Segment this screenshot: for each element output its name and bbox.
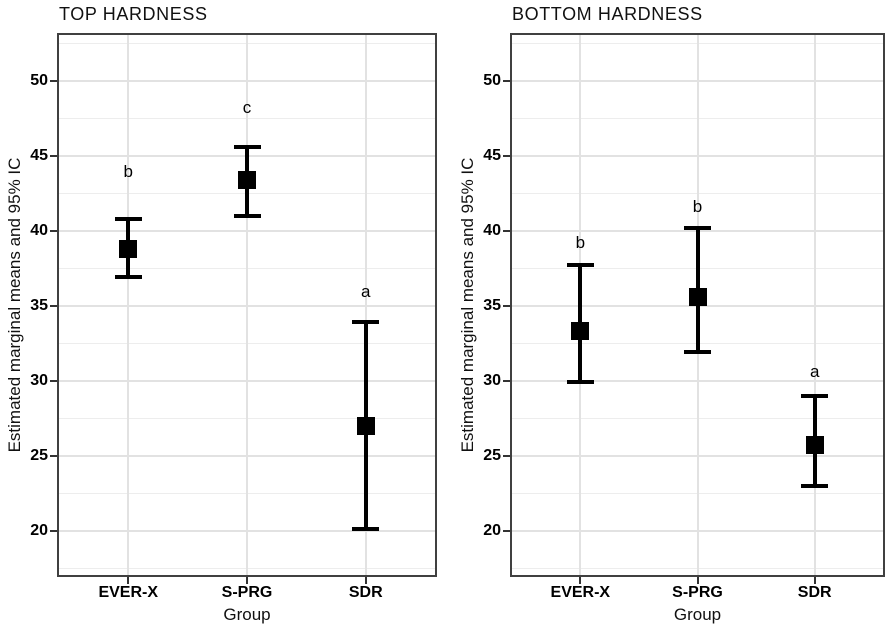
plot-panel: b b a bbox=[510, 33, 885, 577]
error-bar-lower-cap bbox=[684, 350, 711, 355]
x-axis-title: Group bbox=[673, 605, 722, 624]
x-tick-mark bbox=[364, 577, 367, 584]
category-gridline bbox=[127, 33, 130, 577]
x-tick-label: S-PRG bbox=[221, 584, 273, 601]
y-tick-mark bbox=[50, 79, 57, 82]
y-tick-label: 25 bbox=[483, 446, 501, 464]
y-tick-mark bbox=[503, 79, 510, 82]
y-tick-label: 45 bbox=[30, 146, 48, 164]
error-bar-lower-cap bbox=[233, 213, 261, 218]
y-tick-label: 40 bbox=[30, 221, 48, 239]
x-tick-mark bbox=[813, 577, 816, 584]
mean-point bbox=[805, 436, 824, 455]
y-tick-mark bbox=[503, 154, 510, 157]
category-gridline bbox=[364, 33, 367, 577]
mean-point bbox=[238, 170, 256, 189]
y-tick-mark bbox=[50, 154, 57, 157]
error-bar-upper-cap bbox=[566, 263, 594, 268]
y-tick-mark bbox=[503, 304, 510, 307]
x-axis-title: Group bbox=[223, 605, 271, 624]
bottom-hardness-figure: BOTTOM HARDNESS Estimated marginal means… bbox=[445, 0, 891, 631]
x-tick-label: SDR bbox=[797, 584, 832, 601]
y-tick-label: 45 bbox=[483, 146, 501, 164]
mean-point bbox=[356, 416, 375, 435]
y-tick-mark bbox=[50, 304, 57, 307]
chart-title-bottom-hardness: BOTTOM HARDNESS bbox=[512, 4, 703, 24]
x-tick-label: EVER-X bbox=[550, 584, 611, 601]
plot-panel: b c a bbox=[57, 33, 437, 577]
y-tick-mark bbox=[50, 529, 57, 532]
error-bar-upper-cap bbox=[684, 225, 711, 230]
error-bar-lower-cap bbox=[114, 275, 142, 280]
y-tick-label: 40 bbox=[483, 221, 501, 239]
top-hardness-figure: TOP HARDNESS Estimated marginal means an… bbox=[0, 0, 445, 631]
y-tick-mark bbox=[50, 229, 57, 232]
x-tick-mark bbox=[127, 577, 130, 584]
x-tick-label: EVER-X bbox=[98, 584, 159, 601]
x-tick-mark bbox=[696, 577, 699, 584]
y-tick-mark bbox=[503, 454, 510, 457]
error-bar-lower-cap bbox=[566, 380, 594, 385]
category-gridline bbox=[813, 33, 816, 577]
y-tick-label: 25 bbox=[30, 446, 48, 464]
y-tick-mark bbox=[50, 379, 57, 382]
mean-point bbox=[119, 239, 138, 258]
y-tick-label: 50 bbox=[483, 71, 501, 89]
error-bar-upper-cap bbox=[114, 216, 142, 221]
significance-letter: a bbox=[809, 361, 820, 381]
significance-letter: c bbox=[242, 97, 252, 117]
significance-letter: b bbox=[575, 232, 586, 252]
y-tick-label: 30 bbox=[30, 371, 48, 389]
y-tick-mark bbox=[50, 454, 57, 457]
error-bar-upper-cap bbox=[801, 393, 829, 398]
mean-point bbox=[571, 322, 590, 341]
y-tick-label: 20 bbox=[483, 521, 501, 539]
mean-point bbox=[688, 287, 707, 306]
y-tick-label: 50 bbox=[30, 71, 48, 89]
y-tick-label: 30 bbox=[483, 371, 501, 389]
y-tick-label: 20 bbox=[30, 521, 48, 539]
x-tick-mark bbox=[579, 577, 582, 584]
y-tick-mark bbox=[503, 379, 510, 382]
error-bar-upper-cap bbox=[233, 144, 261, 149]
x-tick-label: S-PRG bbox=[672, 584, 723, 601]
y-tick-label: 35 bbox=[30, 296, 48, 314]
significance-letter: b bbox=[692, 196, 703, 216]
y-tick-label: 35 bbox=[483, 296, 501, 314]
marks-layer: b c a bbox=[57, 33, 437, 577]
marks-layer: b b a bbox=[510, 33, 885, 577]
chart-title-top-hardness: TOP HARDNESS bbox=[59, 4, 208, 24]
x-tick-label: SDR bbox=[348, 584, 383, 601]
y-tick-mark bbox=[503, 529, 510, 532]
x-tick-mark bbox=[246, 577, 248, 584]
y-tick-mark bbox=[503, 229, 510, 232]
significance-letter: a bbox=[361, 282, 371, 302]
error-bar-lower-cap bbox=[801, 483, 829, 488]
error-bar-lower-cap bbox=[352, 527, 380, 532]
error-bar-upper-cap bbox=[352, 320, 380, 325]
category-gridline bbox=[246, 33, 248, 577]
significance-letter: b bbox=[123, 162, 133, 182]
